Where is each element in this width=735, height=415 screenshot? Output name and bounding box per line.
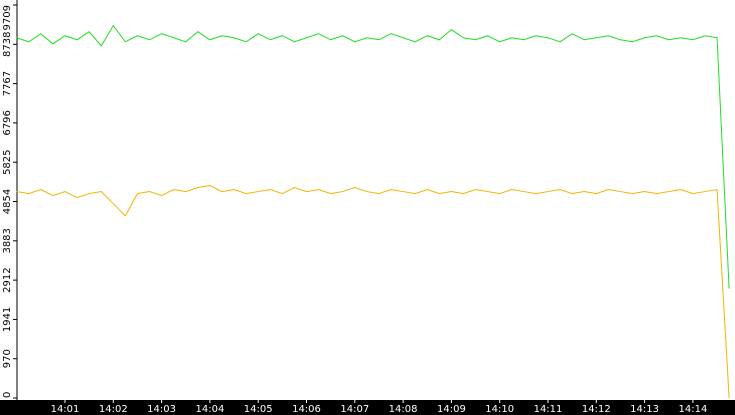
x-tick-label: 14:03 — [147, 404, 176, 415]
x-tick-label: 14:09 — [437, 404, 466, 415]
y-tick-label: 8738 — [2, 32, 13, 57]
x-tick-label: 14:01 — [51, 404, 80, 415]
y-tick-label: 7767 — [2, 71, 13, 96]
x-tick-label: 14:07 — [340, 404, 369, 415]
y-tick-label: 2912 — [2, 267, 13, 292]
x-tick-label: 14:06 — [292, 404, 321, 415]
x-tick-label: 14:11 — [534, 404, 563, 415]
y-tick-label: 9709 — [2, 5, 13, 30]
y-tick-label: 4854 — [2, 189, 13, 214]
x-tick-label: 14:14 — [678, 404, 707, 415]
y-tick-label: 970 — [2, 349, 13, 368]
x-tick-label: 14:10 — [485, 404, 514, 415]
x-tick-label: 14:04 — [195, 404, 224, 415]
series-line — [16, 24, 730, 289]
x-tick-label: 14:13 — [630, 404, 659, 415]
x-tick-label: 14:02 — [99, 404, 128, 415]
y-tick-label: 5825 — [2, 149, 13, 174]
series-line — [16, 184, 730, 399]
y-tick-label: 1941 — [2, 307, 13, 332]
x-axis-band — [0, 400, 735, 415]
x-tick-label: 14:08 — [389, 404, 418, 415]
x-tick-label: 14:05 — [244, 404, 273, 415]
x-tick-label: 14:12 — [582, 404, 611, 415]
y-tick-label: 6796 — [2, 110, 13, 135]
y-tick-label: 3883 — [2, 228, 13, 253]
y-tick-label: 0 — [2, 392, 13, 398]
